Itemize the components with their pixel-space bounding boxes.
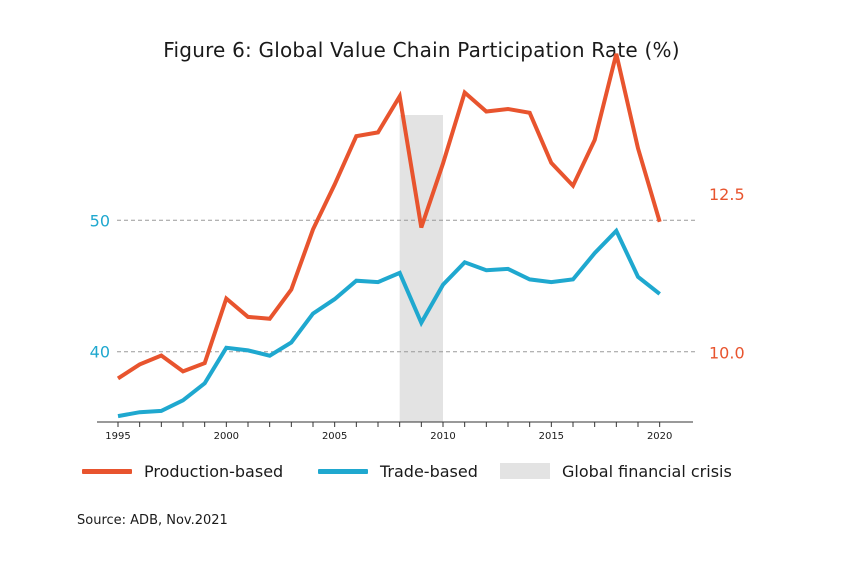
legend-item-crisis: Global financial crisis xyxy=(500,458,732,484)
x-tick-label: 2005 xyxy=(322,431,347,442)
left-axis-ticks: 40 50 xyxy=(90,211,110,361)
legend-label-crisis: Global financial crisis xyxy=(562,461,732,481)
legend-swatch-production xyxy=(82,468,132,474)
x-tick-label: 2015 xyxy=(539,431,564,442)
legend-item-production: Production-based xyxy=(82,458,283,484)
x-axis: 1995 2000 2005 2010 2015 2020 xyxy=(97,421,693,442)
right-axis-ticks: 10.0 12.5 xyxy=(709,185,745,362)
production-based-line xyxy=(116,53,662,381)
x-tick-label: 2020 xyxy=(647,431,672,442)
series-lines xyxy=(116,53,662,419)
financial-crisis-band xyxy=(399,115,443,422)
right-tick-label: 12.5 xyxy=(709,185,745,204)
legend-swatch-crisis xyxy=(500,463,550,479)
left-tick-label: 40 xyxy=(90,343,110,362)
x-tick-label: 2010 xyxy=(430,431,455,442)
source-note: Source: ADB, Nov.2021 xyxy=(77,513,228,528)
legend-label-production: Production-based xyxy=(144,461,284,481)
x-tick-label: 2000 xyxy=(214,431,239,442)
gridlines xyxy=(117,219,695,353)
legend-item-trade: Trade-based xyxy=(318,458,478,484)
x-tick-label: 1995 xyxy=(105,431,130,442)
chart-title: Figure 6: Global Value Chain Participati… xyxy=(163,38,680,62)
left-tick-label: 50 xyxy=(90,211,110,230)
trade-based-line xyxy=(117,227,661,419)
legend-label-trade: Trade-based xyxy=(380,461,478,481)
right-tick-label: 10.0 xyxy=(709,343,745,362)
legend-swatch-trade xyxy=(318,468,368,474)
legend: Production-based Trade-based Global fina… xyxy=(82,458,782,484)
